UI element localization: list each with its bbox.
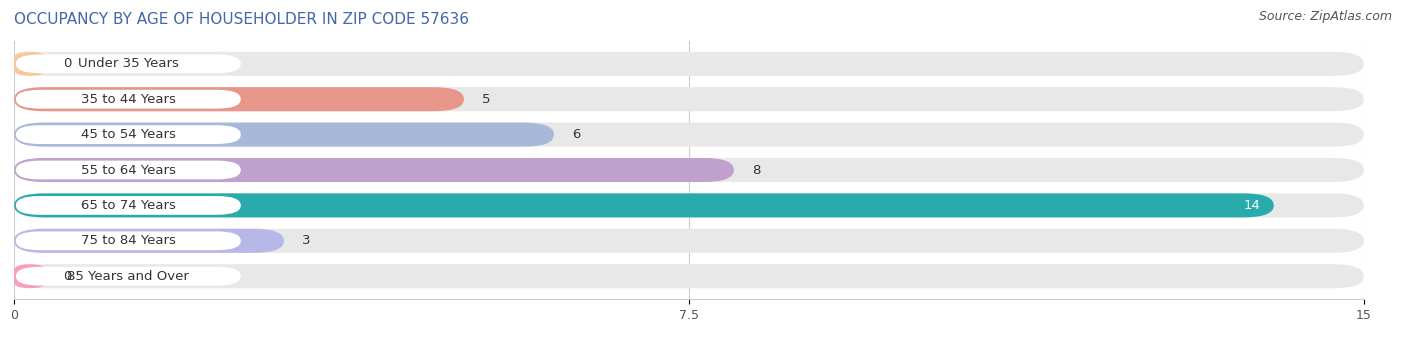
Text: 3: 3 bbox=[302, 234, 311, 247]
FancyBboxPatch shape bbox=[14, 158, 1364, 182]
FancyBboxPatch shape bbox=[15, 54, 240, 73]
FancyBboxPatch shape bbox=[14, 193, 1364, 218]
Text: 6: 6 bbox=[572, 128, 581, 141]
FancyBboxPatch shape bbox=[14, 122, 1364, 147]
FancyBboxPatch shape bbox=[15, 232, 240, 250]
Text: 0: 0 bbox=[63, 270, 72, 283]
Text: 35 to 44 Years: 35 to 44 Years bbox=[82, 93, 176, 106]
FancyBboxPatch shape bbox=[14, 229, 284, 253]
FancyBboxPatch shape bbox=[14, 264, 1364, 288]
FancyBboxPatch shape bbox=[14, 264, 45, 288]
FancyBboxPatch shape bbox=[15, 196, 240, 215]
Text: 8: 8 bbox=[752, 164, 761, 176]
FancyBboxPatch shape bbox=[14, 52, 1364, 76]
FancyBboxPatch shape bbox=[15, 160, 240, 180]
FancyBboxPatch shape bbox=[14, 158, 734, 182]
Text: 45 to 54 Years: 45 to 54 Years bbox=[82, 128, 176, 141]
Text: 75 to 84 Years: 75 to 84 Years bbox=[82, 234, 176, 247]
FancyBboxPatch shape bbox=[14, 52, 45, 76]
Text: 55 to 64 Years: 55 to 64 Years bbox=[82, 164, 176, 176]
Text: Under 35 Years: Under 35 Years bbox=[77, 57, 179, 70]
FancyBboxPatch shape bbox=[14, 193, 1274, 218]
Text: Source: ZipAtlas.com: Source: ZipAtlas.com bbox=[1258, 10, 1392, 23]
FancyBboxPatch shape bbox=[14, 87, 1364, 111]
FancyBboxPatch shape bbox=[15, 125, 240, 144]
Text: OCCUPANCY BY AGE OF HOUSEHOLDER IN ZIP CODE 57636: OCCUPANCY BY AGE OF HOUSEHOLDER IN ZIP C… bbox=[14, 12, 470, 27]
FancyBboxPatch shape bbox=[15, 267, 240, 286]
Text: 0: 0 bbox=[63, 57, 72, 70]
FancyBboxPatch shape bbox=[14, 122, 554, 147]
FancyBboxPatch shape bbox=[15, 90, 240, 108]
FancyBboxPatch shape bbox=[14, 87, 464, 111]
Text: 14: 14 bbox=[1243, 199, 1260, 212]
Text: 5: 5 bbox=[482, 93, 491, 106]
Text: 85 Years and Over: 85 Years and Over bbox=[67, 270, 190, 283]
Text: 65 to 74 Years: 65 to 74 Years bbox=[82, 199, 176, 212]
FancyBboxPatch shape bbox=[14, 229, 1364, 253]
